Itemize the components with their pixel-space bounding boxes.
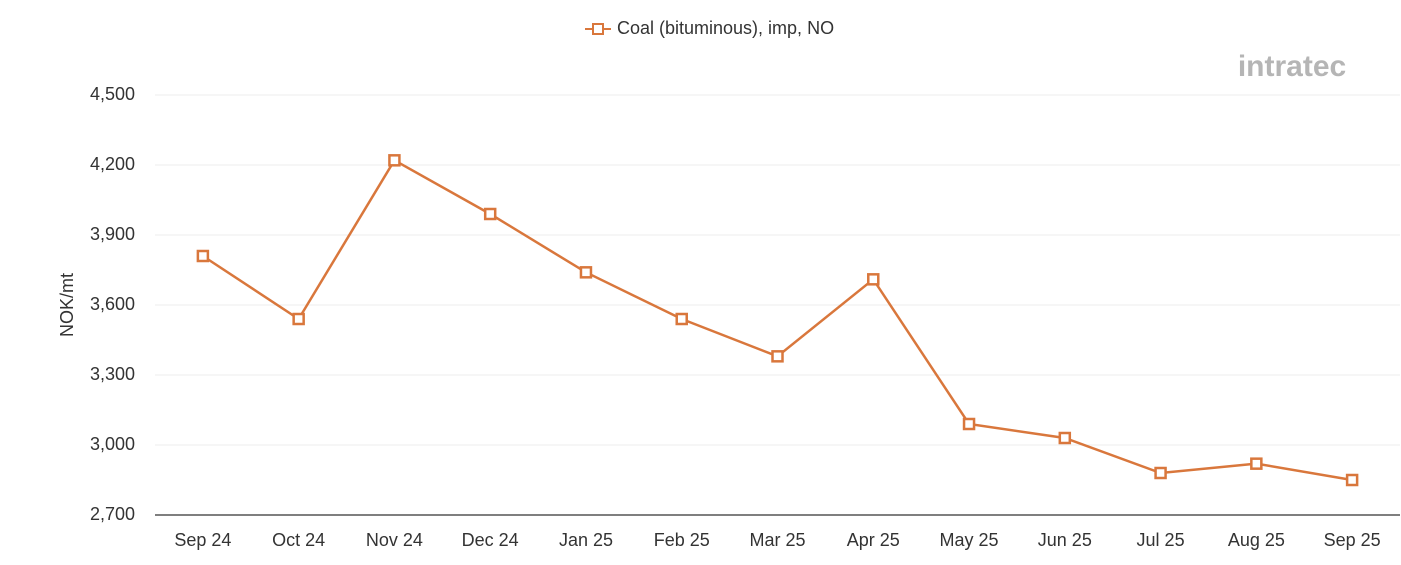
x-tick-label: Jan 25 bbox=[559, 530, 613, 550]
x-tick-label: Sep 25 bbox=[1324, 530, 1381, 550]
y-tick-label: 3,000 bbox=[90, 434, 135, 454]
x-tick-label: Dec 24 bbox=[462, 530, 519, 550]
point-marker bbox=[1345, 473, 1359, 487]
legend-label: Coal (bituminous), imp, NO bbox=[617, 18, 834, 38]
x-tick-label: Jun 25 bbox=[1038, 530, 1092, 550]
point-marker bbox=[675, 312, 688, 326]
point-marker bbox=[962, 417, 976, 431]
point-marker bbox=[867, 273, 880, 286]
y-tick-label: 4,200 bbox=[90, 154, 135, 174]
y-tick-label: 3,600 bbox=[90, 294, 135, 314]
x-tick-label: Jul 25 bbox=[1137, 530, 1185, 550]
point-marker bbox=[388, 154, 401, 167]
x-tick-label: Aug 25 bbox=[1228, 530, 1285, 550]
legend-marker bbox=[592, 23, 604, 35]
x-tick-label: Mar 25 bbox=[749, 530, 805, 550]
point-marker bbox=[1154, 466, 1167, 480]
point-marker bbox=[483, 207, 497, 221]
x-tick-label: Sep 24 bbox=[174, 530, 231, 550]
point-marker bbox=[771, 350, 784, 363]
y-tick-label: 4,500 bbox=[90, 84, 135, 104]
point-marker bbox=[196, 249, 210, 263]
x-tick-label: Oct 24 bbox=[272, 530, 325, 550]
x-tick-label: Apr 25 bbox=[847, 530, 900, 550]
x-tick-label: May 25 bbox=[940, 530, 999, 550]
x-tick-label: Nov 24 bbox=[366, 530, 423, 550]
logo: intratec bbox=[1238, 50, 1346, 83]
point-marker bbox=[1250, 457, 1263, 470]
series-line bbox=[202, 158, 1353, 482]
x-tick-label: Feb 25 bbox=[654, 530, 710, 550]
y-tick-label: 2,700 bbox=[90, 504, 135, 524]
y-tick-label: 3,300 bbox=[90, 364, 135, 384]
y-axis-label: NOK/mt bbox=[57, 273, 77, 337]
point-marker bbox=[292, 312, 305, 326]
point-marker bbox=[1058, 431, 1072, 445]
point-marker bbox=[579, 266, 593, 279]
y-tick-label: 3,900 bbox=[90, 224, 135, 244]
